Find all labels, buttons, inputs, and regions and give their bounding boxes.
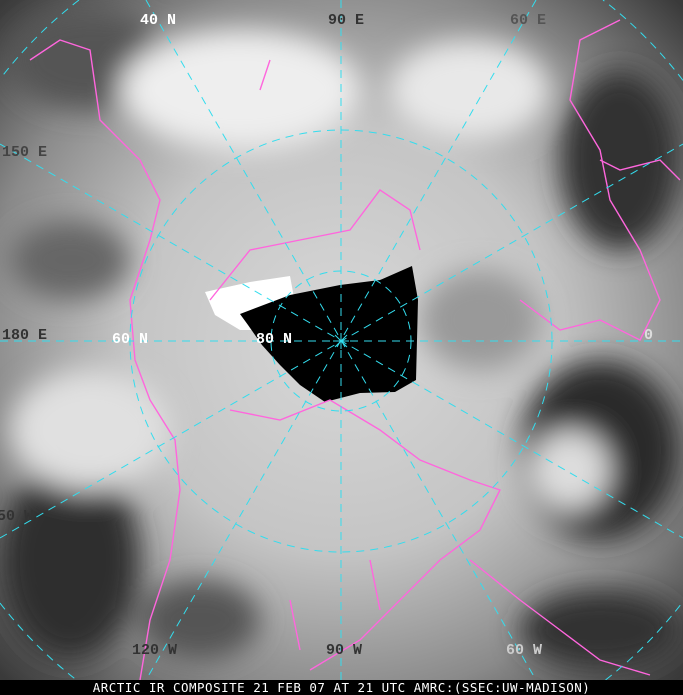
cloud-field <box>0 10 680 670</box>
label-150e: 150 E <box>2 144 47 161</box>
label-180e: 180 E <box>2 327 47 344</box>
label-40n: 40 N <box>140 12 176 29</box>
ir-composite-image: 40 N 90 E 60 E 150 E 180 E 60 N 80 N 0 1… <box>0 0 683 680</box>
label-80n: 80 N <box>256 331 292 348</box>
label-90e: 90 E <box>328 12 364 29</box>
label-150w: 150 W <box>0 508 33 525</box>
label-0: 0 <box>644 327 653 344</box>
coastlines <box>29 19 681 680</box>
label-120w: 120 W <box>132 642 177 659</box>
image-caption: ARCTIC IR COMPOSITE 21 FEB 07 AT 21 UTC … <box>0 680 683 695</box>
label-60e: 60 E <box>510 12 546 29</box>
label-90w: 90 W <box>326 642 362 659</box>
label-60w: 60 W <box>506 642 542 659</box>
latitude-40n-arcs <box>0 0 683 680</box>
pole-marker <box>333 333 349 349</box>
label-60n: 60 N <box>112 331 148 348</box>
